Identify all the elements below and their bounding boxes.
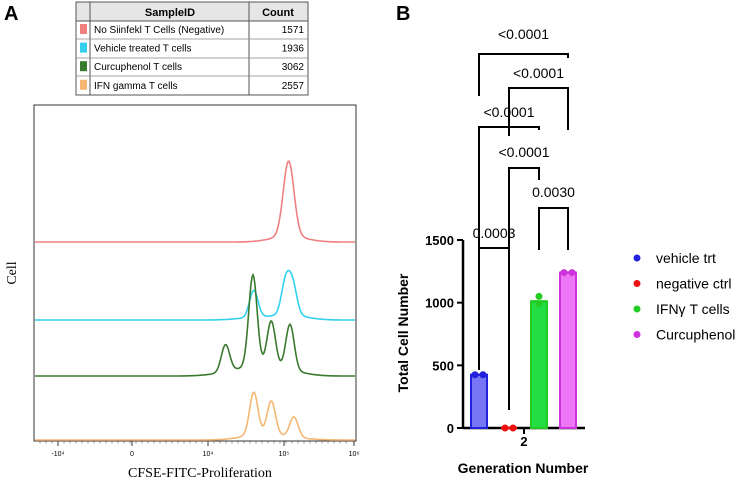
significance-label-5: 0.0003 — [473, 225, 516, 241]
significance-bracket-2 — [478, 126, 540, 250]
legend-row-count-3: 2557 — [282, 81, 305, 92]
legend-row-label-1: Vehicle treated T cells — [94, 44, 191, 55]
bar-legend-marker-1 — [633, 280, 641, 287]
legend-table-header-sampleid: SampleID — [145, 7, 195, 19]
legend-row-label-3: IFN gamma T cells — [94, 81, 178, 92]
bar-3 — [559, 271, 577, 429]
legend-swatch-2 — [80, 61, 87, 72]
bar-y-tick-label-3: 1500 — [425, 233, 454, 248]
significance-bracket-5 — [478, 247, 510, 410]
significance-bracket-3 — [508, 167, 540, 250]
bar-point-2-0 — [535, 292, 543, 300]
bar-legend-label-3: Curcuphenol — [656, 327, 735, 343]
histogram-x-tick-label-4: 10⁶ — [349, 451, 360, 458]
bar-y-axis-label: Total Cell Number — [395, 273, 411, 392]
bar-y-tick-label-0: 0 — [447, 421, 454, 436]
bar-legend-label-1: negative ctrl — [656, 276, 731, 292]
panel-b-bar-chart: 0 500 1000 1500 2 <0.0001 <0.0001 <0.0001 <0.00… — [395, 26, 735, 476]
legend-row-label-0: No Siinfekl T Cells (Negative) — [94, 25, 224, 36]
bar-x-tick-label: 2 — [520, 434, 527, 449]
legend-swatch-3 — [80, 79, 87, 90]
histogram-x-axis-label: CFSE-FITC-Proliferation — [128, 466, 272, 481]
legend-row-count-2: 3062 — [282, 62, 305, 73]
bar-x-axis-label: Generation Number — [458, 460, 589, 476]
legend-row-count-1: 1936 — [282, 44, 305, 55]
significance-label-4: 0.0030 — [532, 184, 575, 200]
histogram-x-tick-label-1: 0 — [130, 451, 134, 458]
bar-point-3-0 — [560, 269, 568, 277]
bar-legend-label-2: IFNγ T cells — [656, 301, 730, 317]
bar-point-2-1 — [535, 300, 543, 308]
panel-a-letter: A — [4, 3, 18, 25]
bar-point-1-1 — [509, 424, 517, 432]
histogram-x-tick-label-3: 10⁵ — [279, 451, 290, 458]
bar-point-0-1 — [479, 371, 487, 379]
bar-legend-marker-0 — [633, 254, 641, 262]
bar-legend-label-0: vehicle trt — [656, 250, 716, 266]
significance-label-2: <0.0001 — [484, 104, 535, 120]
legend-swatch-0 — [80, 24, 87, 34]
significance-label-3: <0.0001 — [499, 144, 550, 160]
histogram-curve-1 — [35, 269, 355, 321]
legend-row-label-2: Curcuphenol T cells — [94, 62, 182, 73]
significance-bracket-4 — [538, 207, 569, 250]
legend-table: SampleID Count No Siinfekl T Cells (Nega… — [75, 1, 309, 96]
histogram-curve-0 — [35, 160, 355, 243]
legend-row-count-0: 1571 — [282, 25, 305, 36]
panel-a-histogram: SampleID Count No Siinfekl T Cells (Nega… — [5, 1, 360, 481]
histogram-curve-2 — [35, 272, 355, 377]
significance-bracket-1 — [508, 87, 569, 136]
bar-legend-marker-2 — [633, 305, 641, 313]
bar-point-1-0 — [501, 424, 509, 432]
histogram-y-axis-label: Cell — [5, 261, 20, 284]
panel-b-letter: B — [396, 3, 410, 25]
significance-bracket-0 — [478, 53, 569, 96]
histogram-curve-3 — [35, 390, 355, 441]
bar-y-tick-label-1: 500 — [432, 358, 454, 373]
histogram-x-tick-label-0: -10⁴ — [51, 451, 64, 458]
bar-y-tick-label-2: 1000 — [425, 296, 454, 311]
significance-label-1: <0.0001 — [513, 65, 564, 81]
histogram-x-tick-label-2: 10⁴ — [203, 451, 214, 458]
legend-table-header-row — [75, 1, 309, 22]
bar-0 — [470, 373, 488, 430]
legend-swatch-1 — [80, 42, 87, 53]
significance-label-0: <0.0001 — [498, 26, 549, 42]
bar-point-0-0 — [471, 371, 479, 379]
legend-table-header-count: Count — [262, 7, 294, 19]
bar-point-3-1 — [568, 269, 576, 277]
bar-legend-marker-3 — [633, 331, 641, 338]
histogram-frame — [33, 104, 357, 442]
bar-2 — [530, 300, 548, 429]
